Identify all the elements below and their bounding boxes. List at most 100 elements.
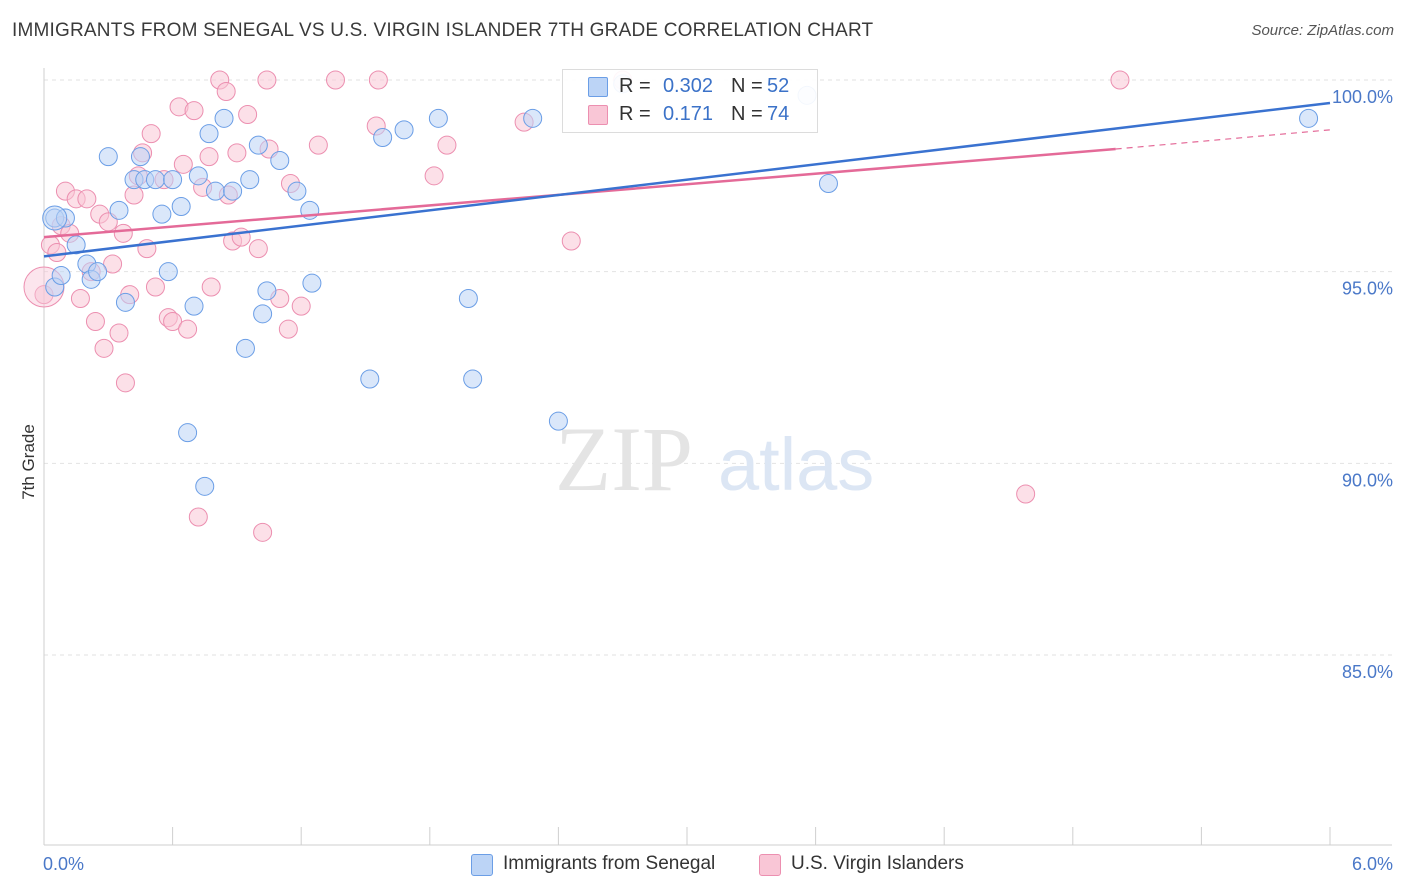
point-senegal — [248, 135, 268, 155]
watermark-zip: ZIP — [555, 408, 693, 510]
point-virgin-islanders — [561, 231, 581, 251]
point-senegal — [115, 292, 135, 312]
point-virgin-islanders — [437, 135, 457, 155]
point-virgin-islanders — [257, 70, 277, 90]
point-virgin-islanders — [178, 319, 198, 339]
y-tick-label: 95.0% — [1342, 279, 1393, 299]
point-senegal — [158, 262, 178, 282]
point-senegal — [458, 289, 478, 308]
trend-layer — [43, 101, 1331, 258]
trend-line-senegal — [43, 101, 1331, 258]
point-senegal — [163, 170, 183, 190]
y-tick-label: 85.0% — [1342, 662, 1393, 682]
point-senegal — [270, 151, 290, 170]
point-senegal — [195, 476, 215, 496]
point-virgin-islanders — [201, 277, 221, 297]
point-senegal — [373, 128, 393, 147]
point-virgin-islanders — [141, 124, 161, 144]
legend-swatch-virgin-islanders — [759, 854, 781, 876]
correlation-legend: R = 0.302 N = 52 R = 0.171 N = 74 — [562, 69, 818, 133]
point-senegal-cluster — [42, 205, 68, 231]
point-senegal — [463, 369, 483, 389]
point-senegal — [98, 147, 118, 167]
point-virgin-islanders — [1016, 484, 1036, 504]
point-senegal — [548, 411, 568, 431]
legend-n-label: N = — [731, 75, 763, 97]
point-senegal — [302, 273, 322, 293]
point-senegal — [240, 170, 260, 190]
series-legend: Immigrants from Senegal U.S. Virgin Isla… — [0, 852, 1406, 878]
point-senegal — [287, 181, 307, 201]
point-senegal — [818, 174, 838, 193]
point-virgin-islanders — [103, 254, 123, 274]
point-virgin-islanders — [47, 243, 67, 262]
chart-title: IMMIGRANTS FROM SENEGAL VS U.S. VIRGIN I… — [12, 20, 874, 41]
point-virgin-islanders — [1110, 70, 1130, 90]
legend-row-senegal: R = 0.302 N = 52 — [563, 73, 817, 101]
trend-line-virgin-islanders-extension — [1115, 129, 1331, 150]
point-senegal — [188, 166, 208, 186]
watermark-atlas: atlas — [718, 423, 874, 506]
point-virgin-islanders — [253, 522, 273, 542]
point-senegal — [171, 197, 191, 216]
point-virgin-islanders — [113, 223, 133, 243]
point-virgin-islanders — [115, 373, 135, 393]
legend-label-virgin-islanders: U.S. Virgin Islanders — [791, 853, 964, 874]
point-virgin-islanders — [145, 277, 165, 297]
point-virgin-islanders — [308, 135, 328, 155]
point-senegal — [253, 304, 273, 324]
legend-r-label: R = — [619, 75, 651, 97]
point-senegal — [178, 423, 198, 443]
point-senegal — [235, 338, 255, 358]
legend-swatch-pink — [588, 105, 608, 125]
x-tick-label-max: 6.0% — [1352, 854, 1393, 874]
point-virgin-islanders — [216, 82, 236, 101]
y-tick-label: 100.0% — [1332, 87, 1393, 107]
y-tick-label: 90.0% — [1342, 470, 1393, 490]
point-senegal — [523, 108, 543, 128]
point-virgin-islanders — [85, 312, 105, 331]
point-virgin-islanders — [325, 70, 345, 90]
point-virgin-islanders — [368, 70, 388, 90]
watermark: ZIP atlas — [555, 408, 874, 510]
point-virgin-islanders — [163, 312, 183, 331]
legend-swatch-senegal — [471, 854, 493, 876]
point-senegal — [51, 266, 71, 285]
point-senegal — [66, 235, 86, 255]
legend-n-label: N = — [731, 103, 763, 125]
legend-n-value: 74 — [767, 103, 790, 125]
point-virgin-islanders — [248, 239, 268, 259]
legend-label-senegal: Immigrants from Senegal — [503, 853, 716, 874]
point-virgin-islanders — [238, 105, 258, 124]
point-senegal — [257, 281, 277, 301]
point-virgin-islanders — [188, 507, 208, 527]
y-axis-label: 7th Grade — [19, 424, 38, 500]
point-senegal — [214, 108, 234, 128]
points-us-virgin-islanders — [23, 70, 1130, 542]
point-senegal — [223, 181, 243, 201]
point-senegal — [205, 181, 225, 201]
point-virgin-islanders — [94, 338, 114, 358]
legend-r-value: 0.171 — [662, 103, 713, 125]
legend-row-virgin-islanders: R = 0.171 N = 74 — [563, 101, 817, 129]
point-virgin-islanders — [173, 154, 193, 174]
point-senegal — [428, 108, 448, 128]
legend-swatch-blue — [588, 77, 608, 97]
point-senegal — [109, 200, 129, 220]
point-senegal — [199, 124, 219, 144]
point-senegal — [145, 170, 165, 190]
grid-layer — [44, 79, 1392, 656]
point-senegal — [130, 147, 150, 167]
point-virgin-islanders — [291, 296, 311, 316]
point-virgin-islanders — [70, 289, 90, 308]
point-senegal — [1299, 108, 1319, 128]
legend-r-label: R = — [619, 103, 651, 125]
point-virgin-islanders — [199, 147, 219, 167]
axis-layer: 85.0% 90.0% 95.0% 100.0% 0.0% 6.0% — [43, 68, 1393, 874]
source-label: Source: ZipAtlas.com — [1251, 22, 1394, 39]
point-senegal — [184, 296, 204, 316]
x-tick-label-min: 0.0% — [43, 854, 84, 874]
point-virgin-islanders — [77, 189, 97, 209]
legend-r-value: 0.302 — [662, 75, 713, 97]
